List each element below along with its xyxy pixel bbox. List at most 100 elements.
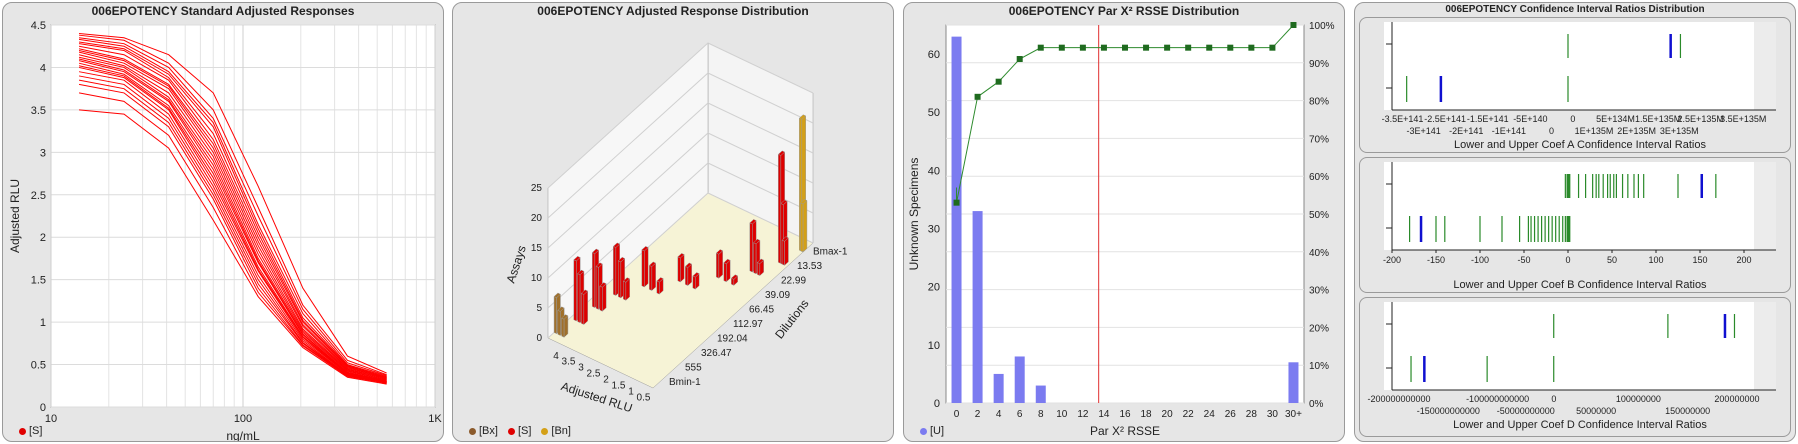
plot-area [1384,22,1776,110]
x-tick-label: -3.5E+141 [1382,114,1424,124]
legend-item-bn: [Bn] [541,425,571,437]
x-tick-label: 2.5 [587,369,601,380]
bar-side [802,199,808,253]
bar-top [715,249,724,255]
bar-side [784,237,789,266]
chart-title: 006EPOTENCY Adjusted Response Distributi… [537,4,809,18]
series-line [78,48,387,379]
bar-top [573,255,581,262]
x-tick-label: 6 [1017,409,1023,420]
bar-top [641,246,649,252]
x-tick-label: 3.5E+135M [1720,114,1766,124]
x-tick-label: 0.5 [637,392,651,403]
bar-front [723,262,727,283]
bar-top [648,261,657,267]
x-tick-label: -100000000000 [1466,394,1529,404]
bar-top [692,272,700,278]
x-tick-label: 14 [1098,409,1110,420]
x-tick-label: 0 [1551,394,1556,404]
coef-a-chart: -3.5E+141 -2.5E+141 -1.5E+141 -5E+140 0 5E+13… [1382,22,1776,151]
bar-top [561,314,569,320]
z-tick-label: 15 [531,243,543,254]
bar-top [781,236,789,242]
bar-front [561,317,565,338]
series-line [78,38,387,377]
chart-legend: [U] [920,425,944,437]
x-axis-label: Par X² RSSE [1090,424,1160,438]
x-tick-label: 1.5 [612,381,626,392]
y2-tick-label: 50% [1309,210,1329,221]
cumulative-marker [1122,44,1128,51]
x-tick-label: 1 [628,386,634,397]
x-tick-label: 0 [1565,255,1570,265]
chart-legend: [S] [19,425,42,437]
x-tick-label: 10 [1056,409,1068,420]
y-tick-label: 0 [40,402,46,414]
bar-top [753,238,761,245]
cumulative-marker [1269,44,1276,51]
x-tick-label: -150 [1427,255,1445,265]
plot-margin [1754,22,1776,110]
series-line [78,83,387,384]
bar-top [599,282,607,288]
bar-top [591,248,600,254]
bar-front [623,280,627,301]
x-tick-label: 22 [1183,409,1195,420]
y-tick-label: 1 [40,317,46,329]
x-tick-label: 0 [1549,126,1554,136]
series-line [78,43,387,378]
cumulative-marker [1079,44,1086,51]
x-axis-label: Lower and Upper Coef B Confidence Interv… [1453,279,1707,291]
x-tick-label: 4 [996,409,1002,420]
y-tick-label: 0 [934,398,940,410]
grid-line [547,132,814,279]
y-tick-label: 39.09 [765,290,790,301]
y2-tick-label: 80% [1309,97,1329,108]
series-line [78,45,387,379]
bar-top [684,262,693,268]
response-distribution-panel: 006EPOTENCY Adjusted Response Distributi… [452,2,894,442]
x-tick-label: 28 [1246,409,1258,420]
ci-ratios-panel: 006EPOTENCY Confidence Interval Ratios D… [1354,2,1796,442]
z-tick-label: 5 [536,303,542,314]
chart-title: 006EPOTENCY Confidence Interval Ratios D… [1445,4,1705,15]
x-tick-label: 10 [45,413,57,425]
x-tick-label: 50000000 [1576,406,1616,416]
y-tick-label: 555 [685,362,702,373]
y-axis-label: Dilutions [772,297,811,342]
cumulative-marker [1100,44,1107,51]
plot-area [1384,302,1776,390]
x-tick-label: 3.5 [562,357,576,368]
x-tick-label: -200000000000 [1368,394,1431,404]
bar-top [595,262,603,268]
grid-line [547,102,814,249]
bar [993,373,1004,403]
legend-item-u: [U] [920,425,944,437]
series-line [78,54,387,381]
bar-top [557,306,565,312]
grid-line [547,162,814,309]
series-line [79,109,387,385]
bar-top [756,258,765,264]
response-distribution-chart: 0 5 10 15 20 25 43.532.521.510.5 Bmax-1 13.53 22.… [504,42,848,415]
x-tick-label: 2E+135M [1617,126,1656,136]
y2-tick-label: 20% [1309,323,1329,334]
series-line [78,62,387,383]
cumulative-marker [1206,44,1213,51]
bar-top [749,219,757,225]
y-tick-label: 3.5 [31,105,46,117]
bar-top [617,256,626,263]
bar-front [749,222,753,273]
cumulative-marker [1037,44,1044,51]
bar-front [592,252,596,309]
plot-area [1384,162,1776,250]
coef-b-subpanel: -200 -150 -100 -50 0 50 100 150 200 Lower and Upp… [1359,157,1791,293]
x-tick-label: -5E+140 [1513,114,1547,124]
coef-d-subpanel: -200000000000 -100000000000 0 100000000 2000… [1359,297,1791,437]
grid-line [547,42,814,189]
y-tick-label: 30 [928,224,940,236]
x-tick-label: -100 [1471,255,1489,265]
bar-front [613,245,617,296]
y-tick-label: 13.53 [797,261,822,272]
z-tick-label: 25 [531,183,543,194]
